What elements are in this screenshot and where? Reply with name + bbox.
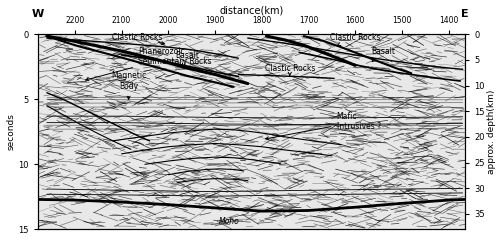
Text: E: E xyxy=(461,9,469,19)
Text: Phanerozoic
Sedimentary Rocks: Phanerozoic Sedimentary Rocks xyxy=(86,47,212,81)
Text: Basalt: Basalt xyxy=(371,47,395,61)
Text: Moho: Moho xyxy=(218,217,240,226)
Text: Magnetic
Body: Magnetic Body xyxy=(111,71,146,99)
X-axis label: distance(km): distance(km) xyxy=(219,5,284,15)
Y-axis label: approx. depth(km): approx. depth(km) xyxy=(488,90,496,174)
Text: Clastic Rocks: Clastic Rocks xyxy=(264,64,315,76)
Text: Basalt: Basalt xyxy=(175,51,199,66)
Text: Clastic Rocks: Clastic Rocks xyxy=(112,33,164,45)
Text: Clastic Rocks: Clastic Rocks xyxy=(330,33,380,46)
Text: Mafic
Intrusives ?: Mafic Intrusives ? xyxy=(266,112,380,140)
Y-axis label: seconds: seconds xyxy=(6,113,15,150)
Text: W: W xyxy=(32,9,44,19)
